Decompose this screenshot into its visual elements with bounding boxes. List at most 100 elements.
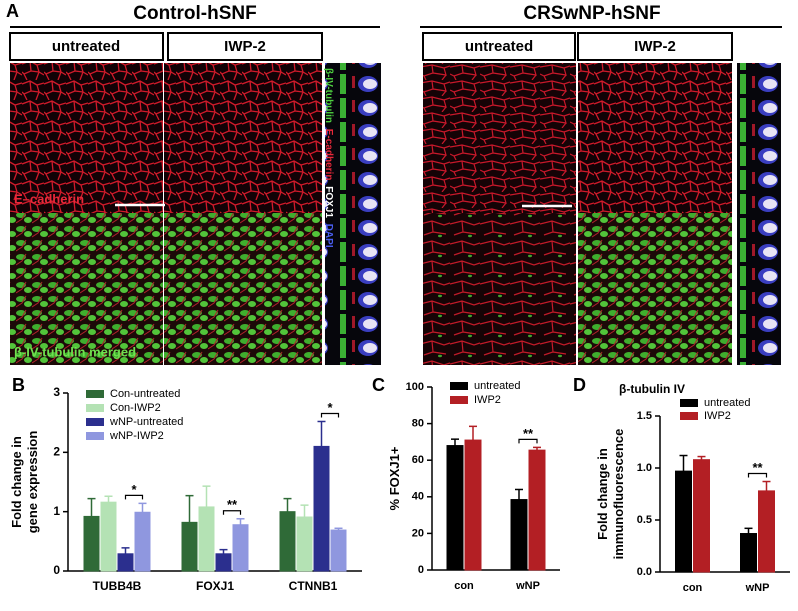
bar	[296, 516, 313, 572]
bar	[693, 459, 710, 573]
micrograph	[423, 63, 576, 213]
legend-label: Con-untreated	[110, 388, 180, 400]
legend-label: IWP2	[704, 410, 731, 422]
panel-letter: A	[6, 1, 19, 21]
y-tick-label: 1	[53, 504, 60, 518]
condition-label: IWP-2	[224, 38, 266, 55]
significance-bracket	[518, 438, 538, 444]
legend-swatch	[86, 404, 104, 412]
y-axis-label: Fold change inimmunofluorescence	[595, 429, 626, 560]
y-tick-label: 3	[53, 385, 60, 399]
y-tick-label: 0.5	[637, 514, 652, 526]
x-tick-label: con	[683, 582, 703, 594]
x-tick-label: wNP	[515, 580, 540, 592]
micrograph	[423, 213, 576, 365]
condition-label: untreated	[52, 38, 120, 55]
bar	[330, 529, 347, 572]
bar	[83, 515, 100, 572]
y-tick-label: 80	[412, 418, 424, 430]
significance-label: **	[752, 460, 763, 475]
legend-swatch	[680, 399, 698, 407]
bar	[232, 524, 249, 572]
micrograph	[578, 213, 732, 365]
x-tick-label: CTNNB1	[289, 579, 338, 593]
significance-bracket	[320, 412, 340, 418]
legend-swatch	[86, 418, 104, 426]
x-tick-label: wNP	[745, 582, 770, 594]
micrograph-section	[737, 63, 781, 365]
significance-label: **	[523, 426, 534, 441]
significance-label: *	[131, 482, 137, 497]
y-axis-label-line: immunofluorescence	[611, 429, 626, 560]
y-tick-label: 60	[412, 454, 424, 466]
bar	[675, 470, 692, 573]
stain-name: E-cadherin	[323, 129, 334, 181]
y-tick-label: 0	[418, 564, 424, 576]
bar	[510, 499, 528, 571]
y-tick-label: 0.0	[637, 566, 652, 578]
condition-label: IWP-2	[634, 38, 676, 55]
stain-label: E–cadherin	[14, 191, 84, 206]
significance-label: *	[327, 400, 333, 415]
condition-box	[422, 32, 576, 61]
legend-swatch	[450, 396, 468, 404]
group-title: Control-hSNF	[133, 3, 256, 24]
panel-letter: B	[12, 375, 25, 395]
x-tick-label: FOXJ1	[196, 579, 234, 593]
significance-bracket	[222, 510, 242, 515]
legend-swatch	[680, 412, 698, 420]
condition-label: untreated	[465, 38, 533, 55]
condition-box	[167, 32, 323, 61]
bar	[528, 449, 546, 571]
bar	[134, 511, 151, 572]
legend-label: wNP-IWP2	[109, 430, 164, 442]
significance-bracket	[124, 494, 144, 500]
y-tick-label: 40	[412, 491, 424, 503]
group-title: CRSwNP-hSNF	[523, 3, 660, 24]
bar	[198, 506, 215, 572]
stain-name: DAPI	[323, 224, 334, 248]
y-tick-label: 0	[53, 563, 60, 577]
legend-label: untreated	[704, 397, 750, 409]
x-tick-label: TUBB4B	[93, 579, 142, 593]
y-tick-label: 2	[53, 445, 60, 459]
bar	[464, 439, 482, 571]
y-axis-label-line: % FOXJ1+	[387, 446, 402, 510]
stain-label: β-IV-tubulin merged	[14, 344, 136, 359]
legend-label: wNP-untreated	[109, 416, 183, 428]
bar	[117, 553, 134, 572]
panel-letter: C	[372, 375, 385, 395]
bar	[100, 501, 117, 572]
bar	[279, 511, 296, 572]
y-tick-label: 20	[412, 527, 424, 539]
micrograph	[164, 213, 322, 365]
condition-box	[9, 32, 164, 61]
stain-name: FOXJ1	[323, 186, 334, 218]
bar	[446, 445, 464, 571]
chart-title: β-tubulin IV	[619, 382, 685, 396]
micrograph	[578, 63, 732, 213]
y-axis-label-line: Fold change in	[9, 436, 24, 528]
micrograph	[10, 63, 163, 213]
bar	[758, 490, 775, 573]
y-tick-label: 100	[406, 381, 424, 393]
y-tick-label: 1.0	[637, 462, 652, 474]
legend-label: Con-IWP2	[110, 402, 161, 414]
y-axis-label: Fold change ingene expression	[9, 431, 40, 534]
y-axis-label-line: gene expression	[25, 431, 40, 534]
legend-label: IWP2	[474, 394, 501, 406]
bar	[215, 553, 232, 572]
stain-name: β-IV-tubulin	[323, 68, 334, 123]
legend-swatch	[450, 382, 468, 390]
condition-box	[577, 32, 733, 61]
micrograph	[10, 213, 163, 365]
legend-swatch	[86, 432, 104, 440]
micrograph	[164, 63, 322, 213]
y-axis-label-line: Fold change in	[595, 448, 610, 540]
y-axis-label: % FOXJ1+	[387, 446, 402, 510]
x-tick-label: con	[454, 580, 474, 592]
legend-label: untreated	[474, 380, 520, 392]
panel-letter: D	[573, 375, 586, 395]
